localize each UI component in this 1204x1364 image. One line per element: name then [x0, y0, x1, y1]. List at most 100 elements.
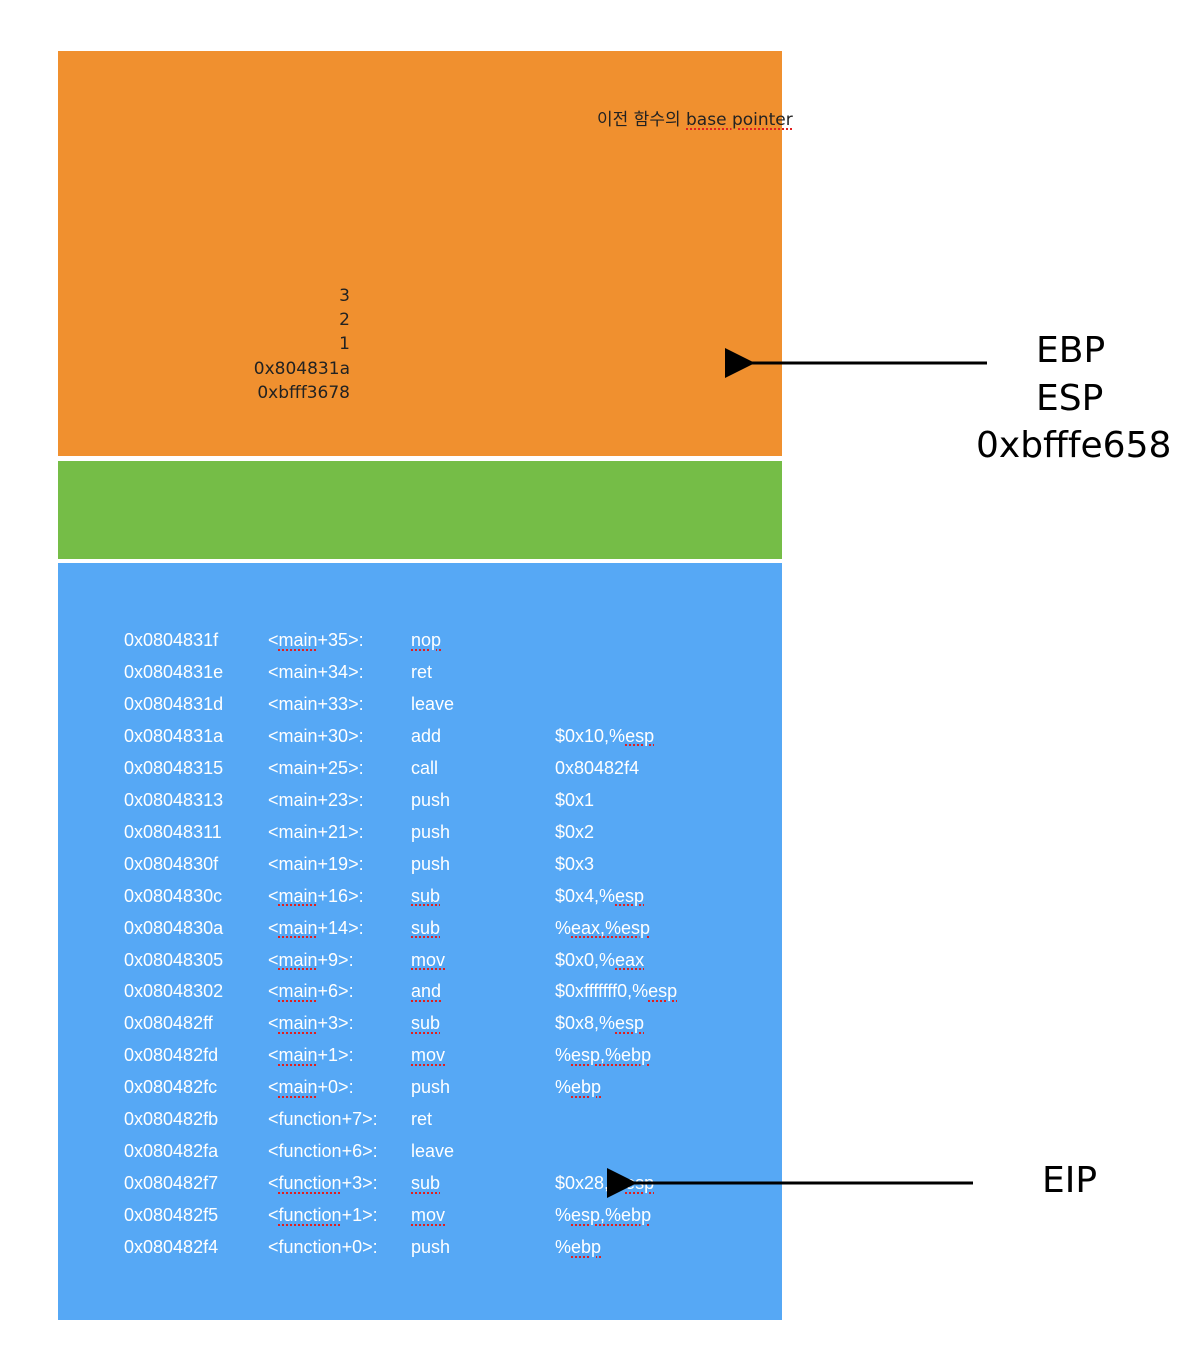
- instruction-address: 0x0804831f: [124, 630, 219, 650]
- instruction-opcode: mov: [411, 949, 446, 970]
- instruction-row: 0x0804831d <main+33>: leave: [58, 694, 782, 726]
- instruction-opcode: sub: [411, 1173, 441, 1194]
- instruction-operand: $0x10,%esp: [555, 725, 655, 746]
- instruction-opcode: push: [411, 1077, 451, 1098]
- stack-header-prefix: 이전 함수의: [597, 110, 687, 130]
- instruction-opcode: push: [411, 821, 451, 842]
- esp-label: ESP: [1036, 378, 1104, 419]
- instruction-opcode: push: [411, 853, 451, 874]
- instruction-address: 0x080482fb: [124, 1109, 219, 1130]
- instruction-operand: $0x3: [555, 853, 595, 874]
- instruction-row: 0x0804831a <main+30>: add $0x10,%esp: [58, 726, 782, 758]
- instruction-opcode: push: [411, 1237, 451, 1258]
- instruction-offset: <function+3>:: [268, 1173, 378, 1194]
- instruction-address: 0x080482f4: [124, 1237, 219, 1258]
- instruction-operand: $0x2: [555, 821, 595, 842]
- instruction-address: 0x0804831e: [124, 661, 224, 682]
- stack-header-term: base pointer: [686, 110, 793, 130]
- instruction-row: 0x0804831e <main+34>: ret: [58, 662, 782, 694]
- instruction-operand: %esp,%ebp: [555, 1205, 652, 1226]
- instruction-offset: <main+14>:: [268, 917, 364, 938]
- instruction-row: 0x0804830f <main+19>: push $0x3: [58, 854, 782, 886]
- instruction-offset: <main+6>:: [268, 981, 354, 1002]
- instruction-row: 0x080482f5 <function+1>: mov %esp,%ebp: [58, 1205, 782, 1237]
- instruction-row: 0x080482f4 <function+0>: push %ebp: [58, 1237, 782, 1269]
- data-segment-region: [58, 461, 782, 559]
- instruction-row: 0x08048315 <main+25>: call 0x80482f4: [58, 758, 782, 790]
- instruction-row: 0x080482ff <main+3>: sub $0x8,%esp: [58, 1013, 782, 1045]
- instruction-operand: 0x80482f4: [555, 757, 640, 778]
- instruction-operand: $0x0,%eax: [555, 949, 645, 970]
- instruction-opcode: sub: [411, 917, 441, 938]
- stack-values-list: 3 2 1 0x804831a 0xbfff3678: [254, 284, 350, 405]
- instruction-row: 0x08048311 <main+21>: push $0x2: [58, 822, 782, 854]
- instruction-operand: %ebp: [555, 1237, 602, 1258]
- stack-value: 1: [339, 334, 350, 355]
- instruction-row: 0x0804831f <main+35>: nop: [58, 630, 782, 662]
- instruction-offset: <main+21>:: [268, 821, 364, 842]
- stack-header-label: 이전 함수의 base pointer: [597, 105, 793, 130]
- instruction-offset: <function+1>:: [268, 1205, 378, 1226]
- instruction-opcode: leave: [411, 1141, 455, 1162]
- stack-value: 0x804831a: [253, 358, 350, 379]
- ebp-label: EBP: [1036, 330, 1106, 371]
- instruction-address: 0x080482ff: [124, 1013, 213, 1034]
- instruction-offset: <main+25>:: [268, 757, 364, 778]
- instruction-address: 0x080482f7: [124, 1173, 219, 1194]
- stack-value: 2: [339, 310, 350, 331]
- instruction-offset: <main+34>:: [268, 661, 364, 682]
- instruction-opcode: leave: [411, 693, 455, 714]
- instruction-opcode: add: [411, 725, 442, 746]
- instruction-address: 0x080482fc: [124, 1077, 218, 1098]
- instruction-opcode: and: [411, 981, 442, 1002]
- instruction-offset: <main+23>:: [268, 789, 364, 810]
- instruction-opcode: call: [411, 757, 439, 778]
- instruction-address: 0x0804830f: [124, 853, 219, 874]
- instruction-offset: <main+30>:: [268, 725, 364, 746]
- stack-value: 0xbfff3678: [257, 382, 350, 403]
- instruction-row: 0x080482fd <main+1>: mov %esp,%ebp: [58, 1045, 782, 1077]
- instruction-address: 0x08048315: [124, 757, 224, 778]
- instruction-offset: <function+7>:: [268, 1109, 378, 1130]
- instruction-row: 0x0804830a <main+14>: sub %eax,%esp: [58, 918, 782, 950]
- instruction-opcode: mov: [411, 1205, 446, 1226]
- instruction-address: 0x080482f5: [124, 1205, 219, 1226]
- instruction-operand: %ebp: [555, 1077, 602, 1098]
- instruction-address: 0x080482fa: [124, 1141, 219, 1162]
- instruction-row: 0x08048302 <main+6>: and $0xfffffff0,%esp: [58, 981, 782, 1013]
- instruction-row: 0x080482fc <main+0>: push %ebp: [58, 1077, 782, 1109]
- instruction-row: 0x08048305 <main+9>: mov $0x0,%eax: [58, 950, 782, 982]
- instruction-row: 0x080482fb <function+7>: ret: [58, 1109, 782, 1141]
- instruction-address: 0x0804830a: [124, 917, 224, 938]
- instruction-operand: %esp,%ebp: [555, 1045, 652, 1066]
- esp-value-label: 0xbfffe658: [976, 425, 1172, 466]
- instruction-opcode: ret: [411, 661, 433, 682]
- instruction-operand: $0x8,%esp: [555, 1013, 645, 1034]
- instruction-offset: <main+33>:: [268, 693, 364, 714]
- instruction-operand: $0x1: [555, 789, 595, 810]
- instruction-row: 0x08048313 <main+23>: push $0x1: [58, 790, 782, 822]
- instruction-address: 0x0804831d: [124, 693, 224, 714]
- instruction-opcode: nop: [411, 630, 442, 650]
- instruction-row: 0x0804830c <main+16>: sub $0x4,%esp: [58, 886, 782, 918]
- instruction-address: 0x0804831a: [124, 725, 224, 746]
- instruction-address: 0x0804830c: [124, 885, 223, 906]
- instruction-offset: <main+35>:: [268, 630, 364, 650]
- instruction-offset: <function+6>:: [268, 1141, 378, 1162]
- instruction-operand: $0xfffffff0,%esp: [555, 981, 678, 1002]
- instruction-opcode: ret: [411, 1109, 433, 1130]
- instruction-address: 0x08048302: [124, 981, 224, 1002]
- instruction-address: 0x08048313: [124, 789, 224, 810]
- instruction-offset: <main+3>:: [268, 1013, 354, 1034]
- instruction-opcode: sub: [411, 885, 441, 906]
- eip-label: EIP: [1042, 1160, 1098, 1201]
- stack-frame-region: 이전 함수의 base pointer 3 2 1 0x804831a 0xbf…: [58, 51, 793, 456]
- instruction-operand: %eax,%esp: [555, 917, 651, 938]
- instruction-row: 0x080482fa <function+6>: leave: [58, 1141, 782, 1173]
- instruction-offset: <main+9>:: [268, 949, 354, 970]
- instruction-opcode: push: [411, 789, 451, 810]
- instruction-opcode: mov: [411, 1045, 446, 1066]
- instruction-offset: <main+19>:: [268, 853, 364, 874]
- instruction-offset: <function+0>:: [268, 1237, 378, 1258]
